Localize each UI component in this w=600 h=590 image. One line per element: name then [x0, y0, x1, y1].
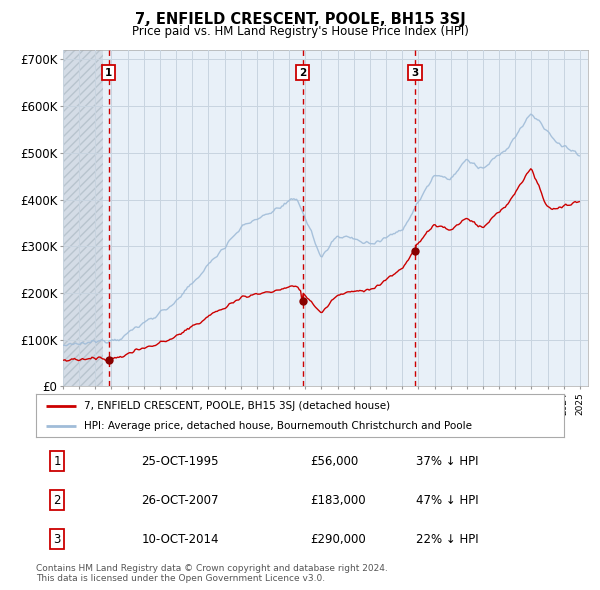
Text: 26-OCT-2007: 26-OCT-2007 — [142, 494, 219, 507]
Text: £56,000: £56,000 — [311, 455, 359, 468]
Text: 7, ENFIELD CRESCENT, POOLE, BH15 3SJ: 7, ENFIELD CRESCENT, POOLE, BH15 3SJ — [134, 12, 466, 27]
Text: 2: 2 — [299, 68, 306, 77]
Text: 47% ↓ HPI: 47% ↓ HPI — [416, 494, 479, 507]
Text: 10-OCT-2014: 10-OCT-2014 — [142, 533, 219, 546]
Bar — [63, 50, 103, 386]
Text: 7, ENFIELD CRESCENT, POOLE, BH15 3SJ (detached house): 7, ENFIELD CRESCENT, POOLE, BH15 3SJ (de… — [83, 401, 389, 411]
Text: £183,000: £183,000 — [311, 494, 366, 507]
Text: £290,000: £290,000 — [311, 533, 367, 546]
Text: 22% ↓ HPI: 22% ↓ HPI — [416, 533, 479, 546]
Text: Contains HM Land Registry data © Crown copyright and database right 2024.
This d: Contains HM Land Registry data © Crown c… — [36, 563, 388, 583]
Text: Price paid vs. HM Land Registry's House Price Index (HPI): Price paid vs. HM Land Registry's House … — [131, 25, 469, 38]
Text: 3: 3 — [53, 533, 61, 546]
Text: 37% ↓ HPI: 37% ↓ HPI — [416, 455, 479, 468]
Text: 1: 1 — [105, 68, 112, 77]
Text: 3: 3 — [412, 68, 419, 77]
Text: 25-OCT-1995: 25-OCT-1995 — [142, 455, 219, 468]
Text: HPI: Average price, detached house, Bournemouth Christchurch and Poole: HPI: Average price, detached house, Bour… — [83, 421, 472, 431]
Text: 1: 1 — [53, 455, 61, 468]
Text: 2: 2 — [53, 494, 61, 507]
